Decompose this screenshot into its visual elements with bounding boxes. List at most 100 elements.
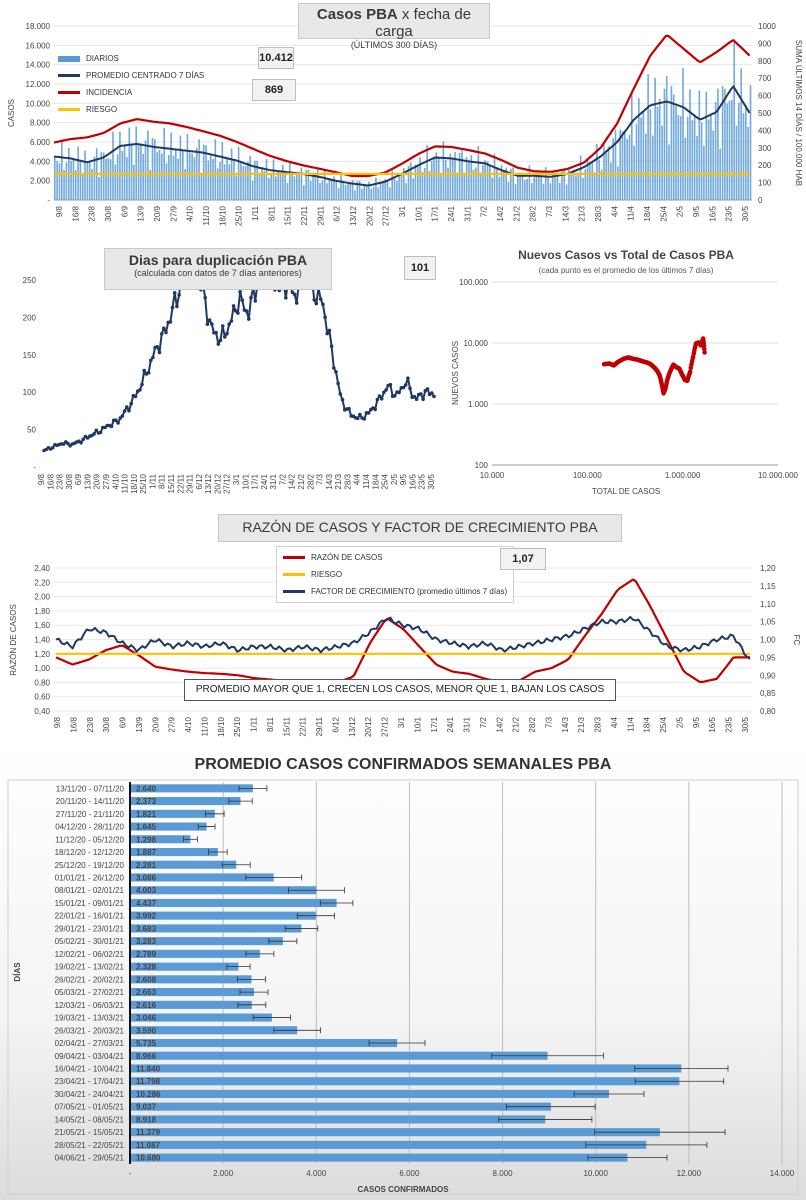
x-tick-label: 2/5: [676, 205, 685, 217]
bar: [131, 1153, 628, 1162]
daily-bar: [286, 182, 289, 200]
daily-bar: [121, 150, 124, 200]
y-tick-label: 12.000: [26, 80, 51, 89]
x-tick-label: 7/2: [278, 473, 287, 485]
y2-tick-label: 1,05: [760, 618, 776, 627]
x-tick-label: 18/4: [643, 205, 652, 221]
duplication-point: [218, 338, 223, 342]
daily-bar: [272, 159, 275, 200]
casos-chart: - 2.000 4.000 6.000 8.000 10.000 12.000 14.000 1…: [7, 22, 803, 226]
y-tick-label: 0,60: [34, 693, 50, 702]
legend-item-riesgo: RIESGO: [58, 101, 204, 118]
category-label: 09/04/21 - 03/04/21: [55, 1052, 125, 1061]
daily-bar: [556, 173, 559, 200]
daily-bar: [386, 180, 389, 200]
daily-bar: [405, 183, 407, 200]
daily-bar: [745, 105, 747, 200]
daily-bar: [572, 169, 575, 200]
panel1-title-bold: Casos PBA: [316, 6, 398, 23]
daily-bar: [524, 180, 526, 200]
x-tick-label: 13/9: [135, 716, 144, 732]
daily-bar: [461, 150, 463, 200]
y2-tick-label: 0,90: [760, 671, 776, 680]
daily-bar: [596, 143, 598, 200]
x-tick-label: 6/12: [195, 473, 204, 489]
x-tick-label: 4.000: [306, 1169, 327, 1178]
daily-bar: [63, 170, 65, 200]
duplication-point: [332, 366, 336, 370]
y2-tick-label: 900: [758, 39, 772, 48]
duplication-point: [323, 315, 327, 319]
category-label: 25/12/20 - 19/12/20: [55, 861, 125, 870]
bar-value-label: 2.328: [136, 963, 157, 972]
daily-bar: [700, 122, 703, 200]
duplication-point: [366, 411, 371, 415]
daily-bar: [235, 175, 238, 200]
x-tick-label: 7/2: [480, 205, 489, 217]
duplication-point: [172, 291, 177, 295]
duplication-point: [425, 387, 430, 391]
y-tick-label: 18.000: [26, 22, 51, 31]
bar-value-label: 2.281: [136, 861, 157, 870]
bar: [131, 1026, 298, 1035]
daily-bar: [268, 178, 270, 200]
daily-bar: [542, 183, 545, 200]
panel-promedio-semanal: PROMEDIO CASOS CONFIRMADOS SEMANALES PBA…: [0, 744, 806, 1200]
duplication-point: [231, 304, 236, 308]
daily-bar: [433, 156, 435, 200]
daily-bar: [184, 169, 186, 200]
daily-bar: [247, 161, 249, 200]
daily-bar: [617, 166, 619, 200]
category-label: 05/02/21 - 30/01/21: [55, 937, 125, 946]
x-tick-label: 11/4: [362, 473, 371, 489]
fc-line: [55, 615, 751, 660]
bar-value-label: 5.735: [136, 1039, 157, 1048]
x-tick-label: 23/5: [418, 473, 427, 489]
daily-bar: [417, 166, 419, 200]
daily-bar: [186, 133, 189, 200]
x-tick-label: -: [129, 1169, 132, 1178]
daily-bar: [86, 163, 89, 200]
daily-bar: [270, 174, 273, 200]
daily-bar: [109, 159, 112, 200]
daily-bar: [205, 145, 207, 200]
duplication-point: [397, 390, 401, 395]
y2-tick-label: 0,95: [760, 653, 776, 662]
daily-bar: [372, 186, 375, 200]
category-label: 20/11/20 - 14/11/20: [56, 797, 125, 806]
x-tick-label: 20/12: [364, 716, 373, 737]
daily-bar: [531, 183, 533, 200]
bar: [131, 797, 241, 806]
bar-value-label: 3.283: [136, 937, 157, 946]
daily-bar: [384, 179, 387, 200]
bar-value-label: 11.798: [136, 1077, 161, 1086]
daily-bar: [165, 163, 168, 200]
x-tick-label: 11/10: [202, 205, 211, 225]
legend-label: PROMEDIO CENTRADO 7 DÍAS: [86, 71, 205, 80]
duplication-point: [334, 370, 338, 374]
y-tick-label: 8.000: [30, 119, 51, 128]
daily-bar: [740, 68, 743, 200]
duplication-point: [109, 424, 114, 429]
x-tick-label: 14/2: [288, 473, 297, 489]
y2-tick-label: 800: [758, 57, 772, 66]
duplication-point: [79, 441, 83, 445]
daily-bar: [340, 174, 342, 200]
daily-bar: [370, 188, 373, 200]
x-tick-label: 18/4: [371, 473, 380, 489]
daily-bar: [714, 102, 717, 200]
bar: [131, 898, 337, 907]
daily-bar: [265, 159, 268, 200]
daily-bar: [738, 102, 740, 200]
x-tick-label: 23/5: [725, 205, 734, 221]
y2-tick-label: 300: [758, 144, 772, 153]
daily-bar: [540, 175, 542, 200]
bar-value-label: 2.640: [136, 784, 157, 793]
category-label: 26/03/21 - 20/03/21: [55, 1026, 125, 1035]
daily-bar: [535, 172, 538, 200]
y2-tick-label: 1,15: [760, 582, 776, 591]
daily-bar: [396, 181, 398, 200]
daily-bar: [93, 156, 96, 200]
y-tick-label: 100: [23, 388, 37, 397]
y-axis-label: CASOS: [7, 99, 16, 127]
